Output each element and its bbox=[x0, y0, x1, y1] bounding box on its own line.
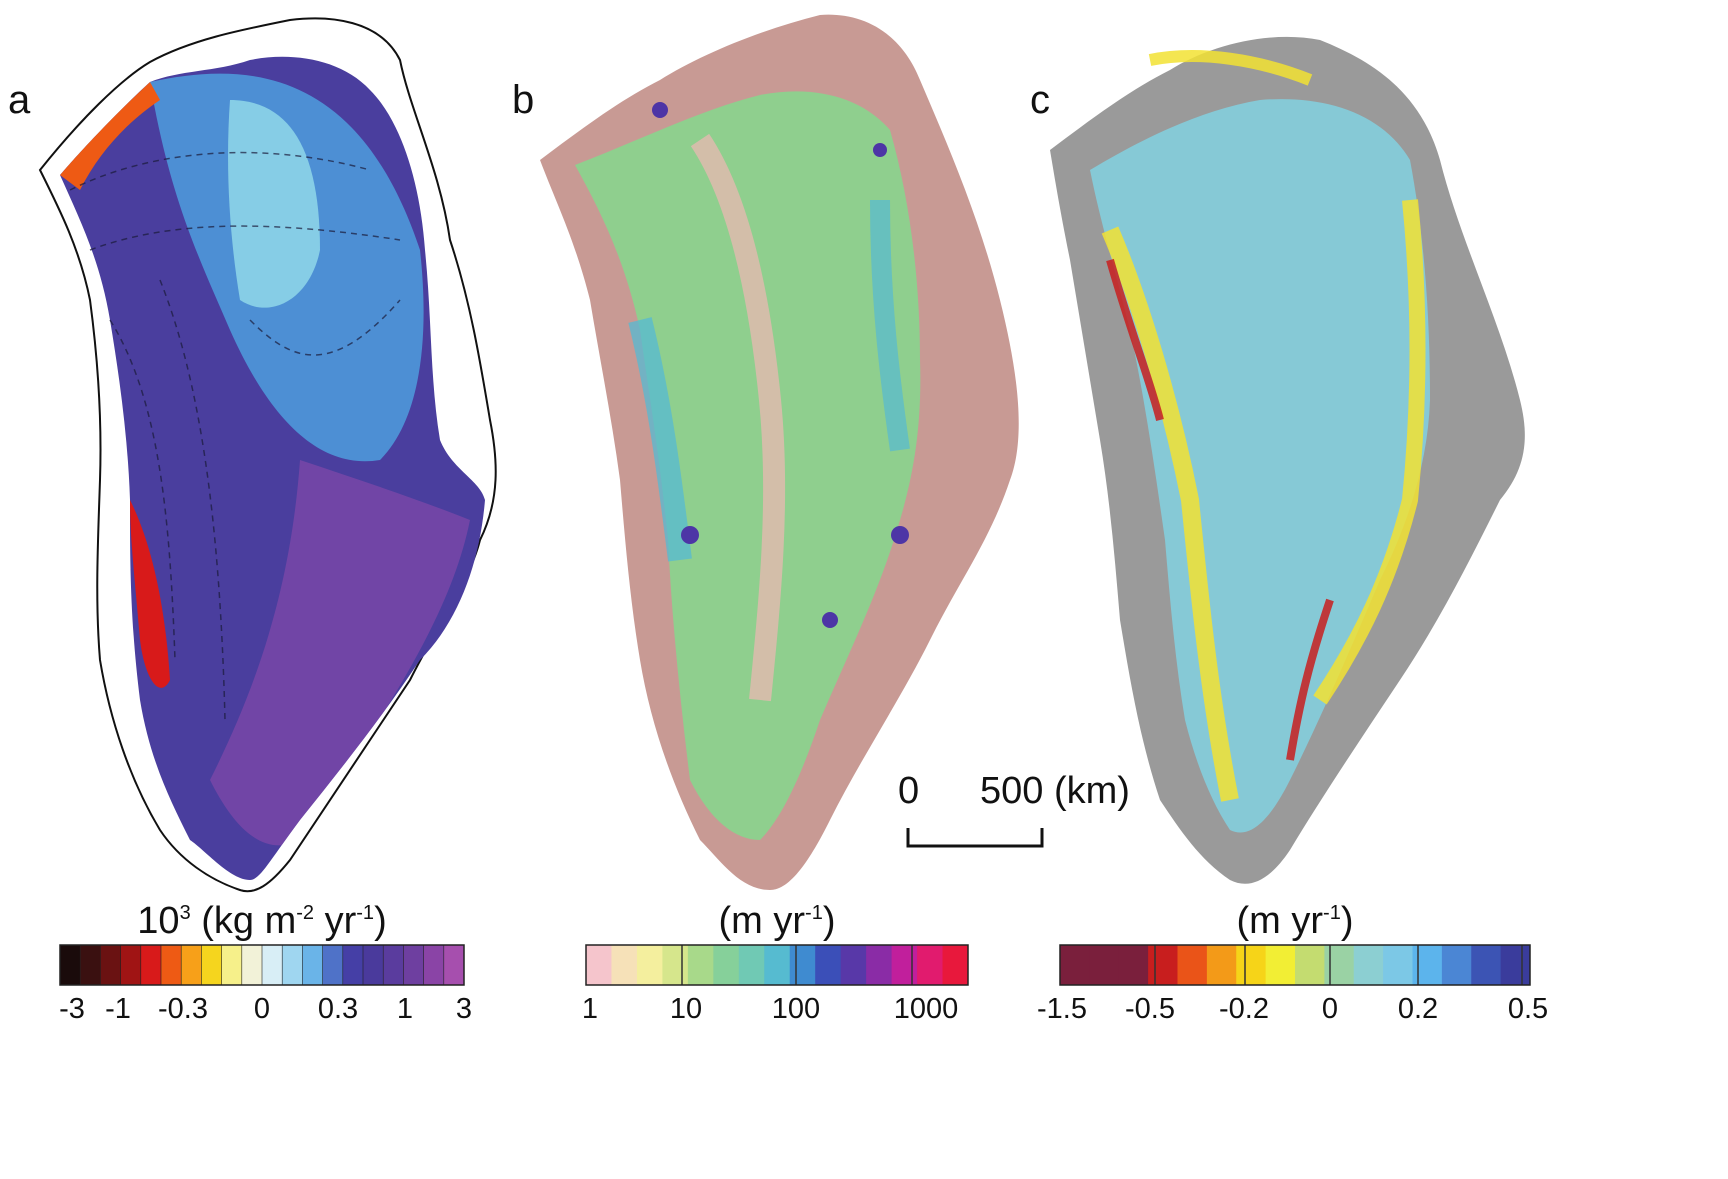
colorbar-b-tick-label: 100 bbox=[771, 993, 821, 1025]
panel-letter-a: a bbox=[8, 78, 31, 122]
colorbar-a-segment bbox=[60, 945, 81, 985]
colorbar-title-b: (m yr-1) bbox=[718, 900, 836, 942]
scalebar-end-label: 500 (km) bbox=[980, 770, 1130, 812]
colorbar-b-segment bbox=[764, 945, 791, 985]
colorbar-b-frame bbox=[585, 944, 969, 986]
colorbar-a-segment bbox=[241, 945, 263, 985]
colorbar-c-segment bbox=[1324, 945, 1355, 985]
colorbar-a-segment bbox=[221, 945, 243, 985]
panel-letter-b: b bbox=[512, 78, 535, 122]
colorbar-c-segment bbox=[1383, 945, 1413, 985]
colorbar-title-c: (m yr-1) bbox=[1236, 900, 1354, 942]
colorbar-a-segment bbox=[363, 945, 384, 985]
colorbar-a-tick-label: -1 bbox=[105, 993, 131, 1025]
colorbar-b-segment bbox=[840, 945, 867, 985]
colorbar-b-tick-label: 10 bbox=[669, 993, 703, 1025]
colorbar-c-frame bbox=[1059, 944, 1531, 986]
colorbar-a-tick-label: 1 bbox=[396, 993, 414, 1025]
colorbar-b-segment bbox=[866, 945, 893, 985]
colorbar-a-segment bbox=[403, 945, 425, 985]
colorbar-c-segment bbox=[1412, 945, 1443, 985]
colorbar-b-segment bbox=[687, 945, 714, 985]
colorbar-c-segment bbox=[1353, 945, 1384, 985]
colorbar-b-segment bbox=[738, 945, 765, 985]
colorbar-c-segment bbox=[1148, 945, 1178, 985]
colorbar-c-tick-label: -0.2 bbox=[1219, 993, 1269, 1025]
colorbar-b-segment bbox=[917, 945, 944, 985]
colorbar-c-tick-label: 0 bbox=[1321, 993, 1339, 1025]
colorbar-a-tick-label: -3 bbox=[59, 993, 85, 1025]
colorbar-a-segment bbox=[342, 945, 364, 985]
colorbar-a-segment bbox=[443, 945, 465, 985]
colorbar-c-segment bbox=[1177, 945, 1208, 985]
colorbar-a-segment bbox=[80, 945, 101, 985]
colorbar-c-segment bbox=[1295, 945, 1325, 985]
colorbar-a-segment bbox=[161, 945, 182, 985]
colorbar-a-segment bbox=[201, 945, 223, 985]
colorbar-a-tick-label: 0.3 bbox=[317, 993, 359, 1025]
colorbar-b-tick-label: 1000 bbox=[893, 993, 959, 1025]
colorbar-c-segment bbox=[1089, 945, 1120, 985]
colorbar-b-segment bbox=[636, 945, 663, 985]
colorbar-c-segment bbox=[1060, 945, 1090, 985]
colorbar-c-segment bbox=[1471, 945, 1502, 985]
colorbar-a-segment bbox=[282, 945, 303, 985]
colorbar-c-segment bbox=[1236, 945, 1267, 985]
colorbar-b-segment bbox=[815, 945, 842, 985]
colorbar-c-tick-label: 0.5 bbox=[1507, 993, 1549, 1025]
colorbar-b-segment bbox=[942, 945, 969, 985]
colorbar-a-segment bbox=[383, 945, 404, 985]
colorbar-c-segment bbox=[1441, 945, 1472, 985]
colorbar-c-segment bbox=[1118, 945, 1149, 985]
colorbar-a-tick-label: 0 bbox=[253, 993, 271, 1025]
colorbar-c-tick-label: -1.5 bbox=[1037, 993, 1087, 1025]
colorbar-b-tick-label: 1 bbox=[581, 993, 599, 1025]
colorbar-b-segment bbox=[789, 945, 816, 985]
colorbar-a-segment bbox=[120, 945, 142, 985]
colorbar-c-tick-label: -0.5 bbox=[1125, 993, 1175, 1025]
colorbar-a-frame bbox=[59, 944, 465, 986]
colorbar-a-segment bbox=[140, 945, 162, 985]
colorbar-a-segment bbox=[181, 945, 202, 985]
colorbar-a-tick-label: 3 bbox=[455, 993, 473, 1025]
colorbar-a-segment bbox=[302, 945, 324, 985]
colorbar-c-tick-label: 0.2 bbox=[1397, 993, 1439, 1025]
colorbar-c-segment bbox=[1206, 945, 1237, 985]
colorbar-a-tick-label: -0.3 bbox=[158, 993, 208, 1025]
colorbar-title-a: 103 (kg m-2 yr-1) bbox=[137, 900, 387, 942]
colorbar-a-segment bbox=[322, 945, 344, 985]
scalebar-start-label: 0 bbox=[898, 770, 920, 812]
colorbar-b-segment bbox=[611, 945, 638, 985]
ice-b bbox=[575, 91, 921, 840]
colorbar-b-segment bbox=[662, 945, 689, 985]
colorbar-a-segment bbox=[100, 945, 122, 985]
panel-letter-c: c bbox=[1030, 78, 1050, 122]
colorbar-c-segment bbox=[1500, 945, 1531, 985]
colorbar-b-segment bbox=[713, 945, 740, 985]
colorbar-b-segment bbox=[891, 945, 918, 985]
colorbar-b-segment bbox=[586, 945, 612, 985]
colorbar-a-segment bbox=[262, 945, 283, 985]
colorbar-a-segment bbox=[423, 945, 445, 985]
colorbar-c-segment bbox=[1265, 945, 1296, 985]
